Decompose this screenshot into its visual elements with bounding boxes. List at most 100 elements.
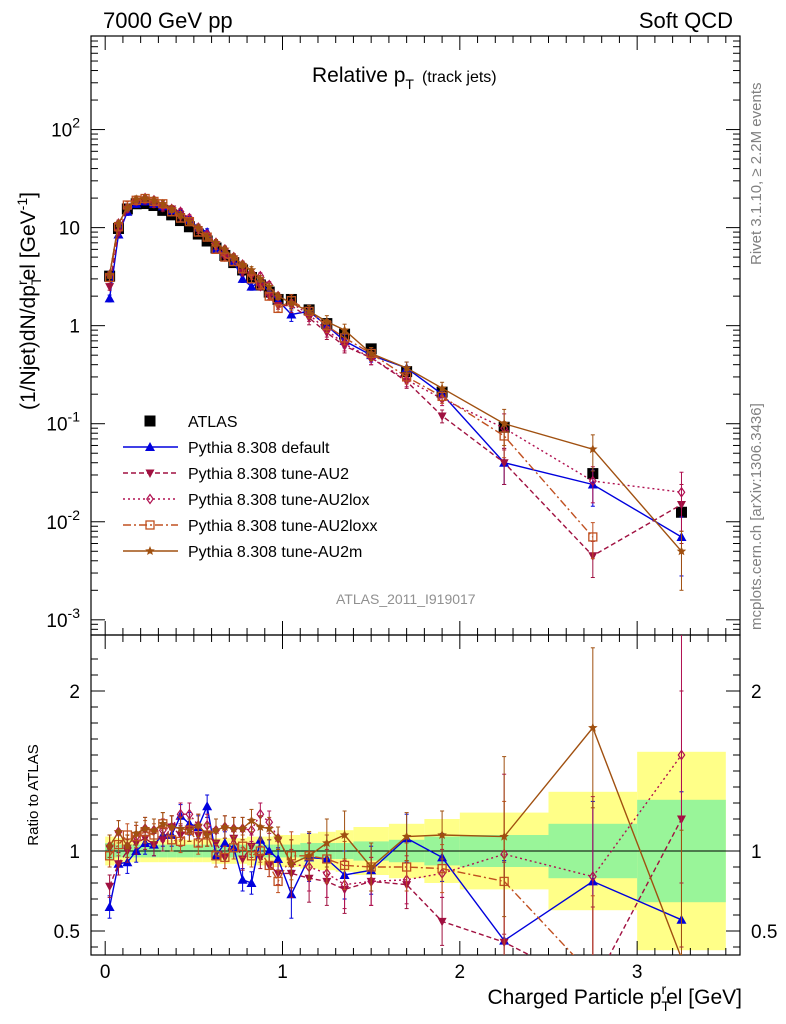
main-au2-point xyxy=(437,412,447,421)
main-au2m-point xyxy=(175,209,186,219)
ratio-au2m-point xyxy=(499,831,509,841)
ratio-au2m-point xyxy=(401,831,412,841)
rivet-version: Rivet 3.1.10, ≥ 2.2M events xyxy=(748,83,765,266)
ratio-au2loxx-point xyxy=(193,838,203,848)
main-y-axis-ticks: 10-3 10-2 10-1 1 10 102 xyxy=(46,35,740,636)
ratio-au2loxx-point xyxy=(237,841,248,851)
ratio-default-point xyxy=(202,801,213,811)
legend-label-default: Pythia 8.308 default xyxy=(188,440,330,457)
legend-marker-au2lox xyxy=(146,493,154,505)
ratio-au2m-point xyxy=(158,818,168,828)
ratio-au2loxx-point xyxy=(437,863,447,874)
main-au2m-point xyxy=(401,363,412,372)
ratio-au2m-point xyxy=(211,825,221,835)
main-au2m-point xyxy=(437,383,447,393)
x-axis-label: Charged Particle pTrel [GeV] xyxy=(487,981,742,1014)
main-au2m-point xyxy=(339,325,350,335)
main-au2loxx-point xyxy=(246,274,257,284)
y-tick-label-ratio-right: 2 xyxy=(751,682,762,703)
ratio-uncertainty-bands xyxy=(91,751,740,951)
x-tick-label: 3 xyxy=(632,962,643,983)
main-au2m-point xyxy=(149,195,159,205)
ratio-default-point xyxy=(264,846,275,855)
main-au2m-point xyxy=(104,269,115,279)
main-au2loxx-line xyxy=(108,197,594,538)
main-au2m-point xyxy=(220,244,230,254)
y-tick-label: 10-3 xyxy=(46,605,80,632)
ratio-au2loxx-point xyxy=(255,846,265,856)
ratio-default-point xyxy=(246,878,257,887)
ratio-au2loxx-point xyxy=(589,972,597,980)
main-au2m-point xyxy=(131,194,141,204)
ratio-au2m-point xyxy=(255,822,266,831)
legend-label-au2m: Pythia 8.308 tune-AU2m xyxy=(188,544,362,561)
ratio-au2m-point xyxy=(113,826,124,836)
main-au2m-point xyxy=(229,252,239,262)
ratio-au2loxx-point xyxy=(246,851,257,861)
main-au2m-point xyxy=(193,222,203,232)
ratio-au2m-point xyxy=(588,722,598,732)
ratio-default-point xyxy=(237,874,248,884)
x-axis-ticks: 0 1 2 3 xyxy=(100,36,727,983)
ratio-au2loxx-point xyxy=(229,843,239,853)
analysis-id: ATLAS_2011_I919017 xyxy=(336,591,476,607)
ratio-au2-point xyxy=(238,855,248,864)
main-default-point xyxy=(286,309,297,319)
ratio-au2m-point xyxy=(175,823,186,833)
x-tick-label: 1 xyxy=(277,962,288,983)
main-au2m-point xyxy=(273,291,283,301)
ratio-au2m-point xyxy=(286,858,297,868)
main-au2m-point xyxy=(246,265,257,274)
legend-label-au2loxx: Pythia 8.308 tune-AU2loxx xyxy=(188,518,377,535)
y-axis-label-main: (1/Njet)dN/dpTrel [GeV-1] xyxy=(14,192,44,410)
main-au2m-point xyxy=(676,546,687,556)
main-au2lox-point xyxy=(677,486,686,498)
main-au2lox-point xyxy=(322,324,331,336)
main-au2m-point xyxy=(588,444,598,454)
main-au2loxx-point xyxy=(273,303,283,314)
main-au2m-point xyxy=(202,232,212,242)
main-au2-point xyxy=(105,283,115,292)
ratio-y-axis-ticks: 0.5 0.5 1 1 2 2 xyxy=(54,658,777,948)
ratio-au2m-point xyxy=(140,823,150,833)
ratio-au2m-point xyxy=(339,830,350,839)
y-tick-label: 102 xyxy=(51,115,80,142)
main-au2m-point xyxy=(113,218,124,228)
main-au2m-point xyxy=(122,202,133,212)
main-au2m-point xyxy=(264,281,274,291)
ratio-au2m-point xyxy=(131,828,141,838)
y-tick-label: 10-2 xyxy=(46,507,80,534)
main-au2m-point xyxy=(255,273,266,283)
main-au2m-point xyxy=(322,316,332,326)
y-axis-label-ratio: Ratio to ATLAS xyxy=(25,744,42,845)
legend-label-atlas: ATLAS xyxy=(188,414,238,431)
ratio-au2m-point xyxy=(237,823,248,833)
ratio-series xyxy=(104,635,687,980)
main-atlas-point xyxy=(183,221,195,233)
x-tick-label: 0 xyxy=(100,962,111,983)
ratio-au2-point xyxy=(113,860,123,869)
ratio-au2loxx-point xyxy=(339,860,350,871)
ratio-au2m-point xyxy=(202,830,212,839)
y-tick-label-ratio: 0.5 xyxy=(54,922,80,943)
ratio-au2m-point xyxy=(193,820,203,830)
ratio-au2loxx-point xyxy=(273,876,283,887)
ratio-au2m-point xyxy=(264,823,274,833)
mcplots-reference: mcplots.cern.ch [arXiv:1306.3436] xyxy=(748,403,765,630)
ratio-default-point xyxy=(104,902,115,911)
ratio-au2-point xyxy=(211,839,221,848)
y-tick-label: 10 xyxy=(59,219,80,240)
x-tick-label: 2 xyxy=(455,962,466,983)
main-au2m-point xyxy=(286,298,297,308)
ratio-default-point xyxy=(219,838,230,847)
legend-marker-au2 xyxy=(145,469,155,478)
main-default-point xyxy=(104,293,115,303)
ratio-au2m-point xyxy=(273,833,283,843)
legend-marker-au2m xyxy=(145,546,155,555)
legend-marker-default xyxy=(145,442,155,451)
ratio-au2loxx-point xyxy=(211,851,221,861)
ratio-au2lox-point xyxy=(588,871,597,883)
main-au2loxx-point xyxy=(588,532,598,542)
main-au2m-point xyxy=(304,306,314,316)
